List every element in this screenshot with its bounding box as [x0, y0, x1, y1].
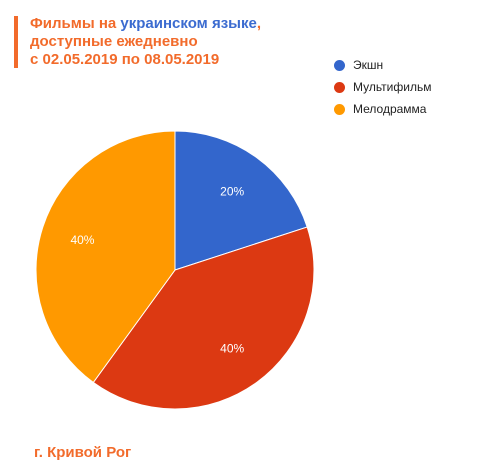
legend-label-action: Экшн	[353, 58, 384, 72]
legend-item-melodrama[interactable]: Мелодрамма	[334, 98, 431, 120]
title-part1: Фильмы на	[30, 15, 121, 32]
pie-slice-action[interactable]	[174, 130, 308, 271]
legend-swatch-animation	[334, 81, 345, 93]
title-highlight: украинском языке	[120, 15, 257, 32]
legend-item-action[interactable]: Экшн	[334, 54, 431, 76]
legend-swatch-melodrama	[334, 103, 345, 115]
title-accent-bar	[14, 16, 18, 68]
pie-label-melodrama: 40%	[70, 233, 94, 247]
legend-item-animation[interactable]: Мультифильм	[334, 76, 431, 98]
chart-legend: Экшн Мультифильм Мелодрамма	[334, 54, 431, 120]
legend-label-melodrama: Мелодрамма	[353, 102, 427, 116]
pie-label-animation: 40%	[220, 342, 244, 356]
pie-slice-animation[interactable]	[92, 226, 315, 410]
pie-slice-melodrama[interactable]	[35, 130, 176, 384]
title-line2: доступные ежедневно	[30, 33, 198, 50]
title-line3: с 02.05.2019 по 08.05.2019	[30, 51, 220, 68]
legend-swatch-action	[334, 59, 345, 71]
chart-title: Фильмы на украинском языке, доступные еж…	[30, 15, 360, 69]
title-part2: ,	[256, 15, 261, 32]
pie-label-action: 20%	[220, 184, 244, 198]
footer-city: г. Кривой Рог	[34, 444, 132, 461]
legend-label-animation: Мультифильм	[353, 80, 432, 94]
